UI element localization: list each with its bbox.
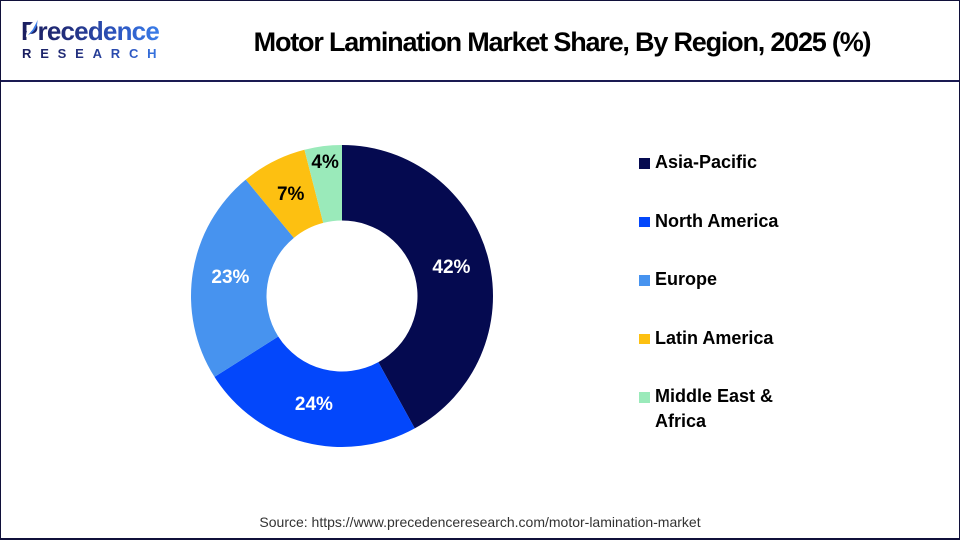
logo-wordmark: Precedence (21, 16, 160, 46)
donut-chart (190, 145, 494, 447)
logo-subtitle: RESEARCH (22, 46, 166, 61)
legend-label-europe: Europe (655, 269, 718, 290)
legend-marker-north-america (639, 216, 650, 228)
pie-slice-asia-pacific (342, 145, 494, 429)
data-label-7-pct: 7% (276, 184, 305, 206)
legend-item-asia-pacific: Asia-Pacific (639, 150, 757, 175)
source-attribution: Source: https://www.precedenceresearch.c… (259, 514, 701, 530)
chart-title: Motor Lamination Market Share, By Region… (253, 27, 872, 57)
data-label-23-pct: 23% (211, 267, 250, 289)
legend-marker-middle-east-africa (639, 392, 650, 403)
header-divider (1, 80, 959, 82)
data-label-24-pct: 24% (294, 394, 333, 416)
pie-slice-middle-east-africa (304, 145, 342, 223)
data-label-4-pct: 4% (311, 151, 339, 173)
legend-label-asia-pacific: Asia-Pacific (655, 152, 758, 173)
legend-item-north-america: North America (639, 209, 778, 234)
legend-item-latin-america: Latin America (639, 326, 773, 351)
legend-item-middle-east-africa: Middle East & Africa (639, 384, 795, 433)
header: Precedence RESEARCH Motor Lamination Mar… (1, 1, 959, 82)
pie-slice-europe (190, 179, 294, 377)
legend-marker-latin-america (639, 333, 650, 345)
precedence-research-logo: Precedence RESEARCH (21, 18, 166, 62)
legend-item-europe: Europe (639, 267, 717, 292)
pie-slice-north-america (214, 336, 415, 447)
pie-slice-latin-america (245, 149, 324, 238)
legend-label-north-america: North America (655, 210, 779, 231)
chart-area: 42% 24% 23% 7% 4% Asia-Pacific North America… (1, 81, 959, 538)
legend-marker-asia-pacific (639, 158, 650, 169)
chart-legend: Asia-Pacific North America Europe Latin … (639, 81, 939, 538)
data-label-42-pct: 42% (432, 256, 471, 278)
legend-marker-europe (639, 275, 650, 286)
legend-label-middle-east-africa: Middle East & Africa (655, 386, 774, 431)
legend-label-latin-america: Latin America (655, 327, 774, 348)
